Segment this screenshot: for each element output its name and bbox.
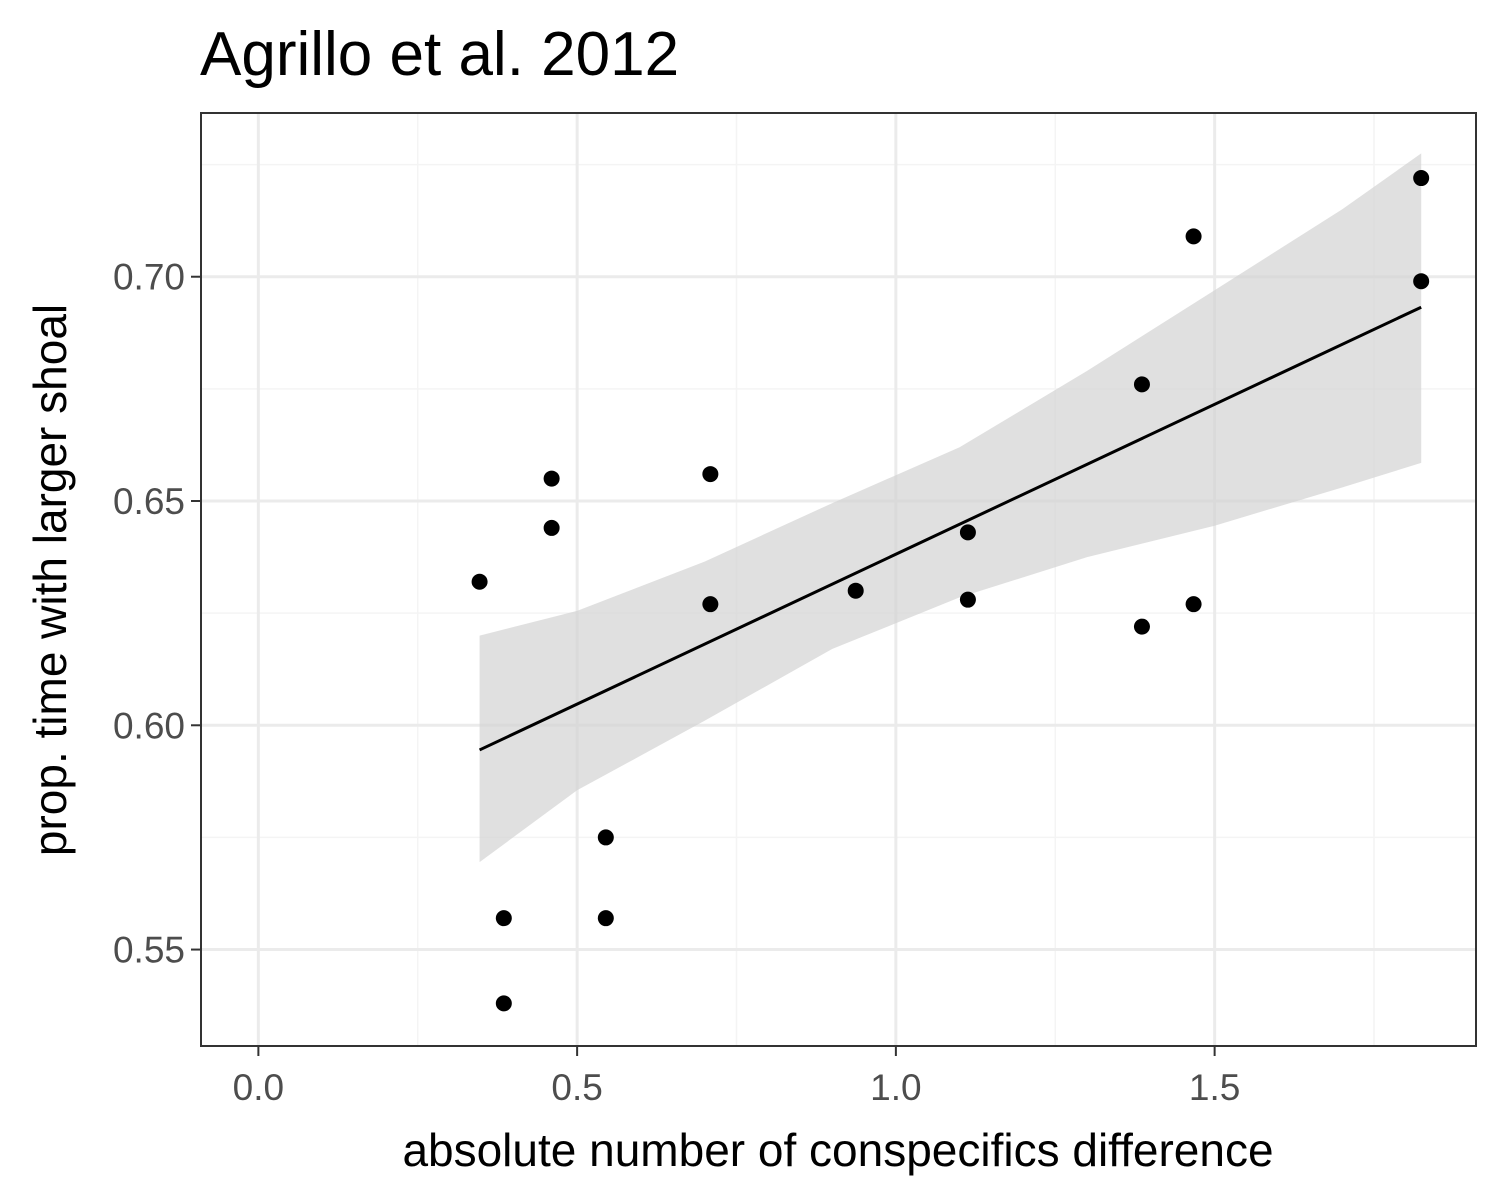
y-tick-label: 0.60	[113, 705, 185, 746]
x-tick-label: 1.0	[870, 1067, 921, 1108]
x-tick-label: 1.5	[1189, 1067, 1240, 1108]
x-axis: 0.0 0.5 1.0 1.5	[233, 1046, 1240, 1108]
confidence-band	[479, 153, 1422, 863]
data-point	[543, 470, 560, 487]
data-point	[495, 910, 512, 927]
data-point	[959, 524, 976, 541]
chart-title: Agrillo et al. 2012	[200, 20, 679, 89]
points-layer	[471, 170, 1430, 1012]
data-point	[1413, 170, 1430, 187]
fit-line-layer	[478, 305, 1422, 752]
y-axis-title: prop. time with larger shoal	[24, 304, 76, 856]
data-point	[1185, 228, 1202, 245]
data-point	[1133, 618, 1150, 635]
y-axis: 0.55 0.60 0.65 0.70	[113, 257, 201, 971]
data-point	[702, 466, 719, 483]
confidence-band-layer	[479, 153, 1422, 863]
data-point	[597, 829, 614, 846]
x-tick-label: 0.5	[551, 1067, 602, 1108]
y-tick-label: 0.70	[113, 257, 185, 298]
data-point	[847, 582, 864, 599]
data-point	[471, 573, 488, 590]
data-point	[543, 519, 560, 536]
data-point	[959, 591, 976, 608]
y-tick-label: 0.65	[113, 481, 185, 522]
x-tick-label: 0.0	[233, 1067, 284, 1108]
data-point	[702, 596, 719, 613]
plot-panel	[200, 112, 1477, 1047]
data-point	[1133, 376, 1150, 393]
data-point	[1413, 273, 1430, 290]
y-tick-label: 0.55	[113, 930, 185, 971]
x-axis-title: absolute number of conspecifics differen…	[402, 1124, 1273, 1176]
fit-line	[478, 305, 1422, 752]
data-point	[495, 995, 512, 1012]
data-point	[597, 910, 614, 927]
data-point	[1185, 596, 1202, 613]
panel-border	[200, 112, 1477, 1047]
